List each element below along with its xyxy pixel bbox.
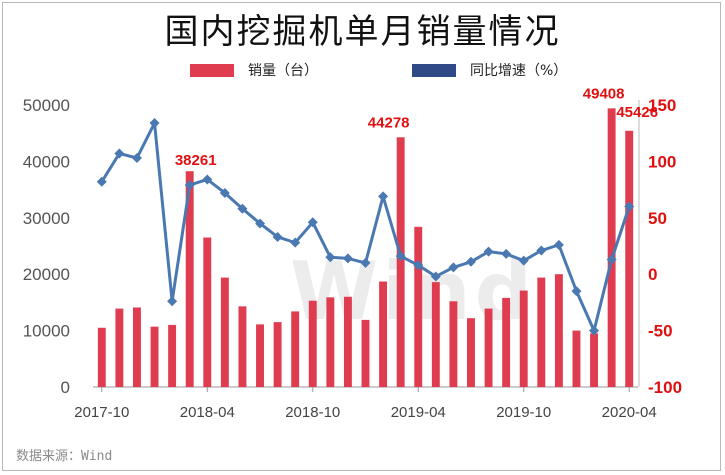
bar-sales xyxy=(361,319,370,387)
bar-sales xyxy=(396,137,405,387)
bar-sales xyxy=(97,327,106,387)
bar-data-label: 38261 xyxy=(175,152,217,169)
bar-sales xyxy=(519,290,528,387)
bar-sales xyxy=(256,324,264,387)
bar-sales xyxy=(343,296,352,387)
growth-point-marker xyxy=(131,153,142,164)
bar-sales xyxy=(220,277,229,387)
growth-point-marker xyxy=(307,217,318,228)
right-axis-tick-label: 100 xyxy=(648,152,676,171)
legend-swatch-growth xyxy=(412,63,456,77)
growth-point-marker xyxy=(167,296,178,307)
right-axis-tick-label: 50 xyxy=(648,209,667,228)
x-axis-tick-label: 2018-10 xyxy=(285,404,340,421)
x-axis-tick-label: 2019-10 xyxy=(496,404,551,421)
bar-sales xyxy=(607,108,616,388)
bar-sales xyxy=(537,277,546,387)
growth-point-marker xyxy=(360,257,371,268)
x-axis-tick-label: 2018-04 xyxy=(180,404,235,421)
right-axis-tick-label: -100 xyxy=(648,378,682,397)
growth-point-marker xyxy=(114,148,125,159)
right-axis-tick-label: 150 xyxy=(648,96,676,115)
x-axis-tick-label: 2020-04 xyxy=(602,404,657,421)
legend-item-growth: 同比增速（%） xyxy=(412,60,567,80)
chart-title: 国内挖掘机单月销量情况 xyxy=(164,12,561,52)
legend-swatch-sales xyxy=(190,63,234,77)
bar-sales xyxy=(431,282,440,387)
bar-sales xyxy=(414,226,423,387)
left-axis-tick-label: 20000 xyxy=(23,265,70,284)
bar-sales xyxy=(590,333,599,387)
growth-point-marker xyxy=(553,239,564,250)
bar-sales xyxy=(185,171,194,387)
bar-sales xyxy=(132,307,141,387)
growth-point-marker xyxy=(202,174,213,185)
growth-point-marker xyxy=(518,255,529,266)
legend-label-sales: 销量（台） xyxy=(248,63,318,79)
left-axis-tick-label: 40000 xyxy=(23,152,70,171)
x-axis-tick-label: 2019-04 xyxy=(391,404,446,421)
growth-point-marker xyxy=(624,201,635,212)
bar-sales xyxy=(168,324,177,387)
growth-point-marker xyxy=(571,286,582,297)
legend-item-sales: 销量（台） xyxy=(190,60,318,80)
growth-point-marker xyxy=(237,203,248,214)
source-note: 数据来源：Wind xyxy=(16,449,113,464)
chart-frame xyxy=(2,2,721,471)
growth-point-marker xyxy=(448,262,459,273)
growth-point-marker xyxy=(184,180,195,191)
bar-sales xyxy=(467,318,475,387)
bar-sales xyxy=(572,330,581,387)
growth-point-marker xyxy=(272,231,283,242)
growth-point-marker xyxy=(589,325,600,336)
bar-sales xyxy=(502,297,511,387)
left-axis-tick-label: 0 xyxy=(61,378,70,397)
bar-sales xyxy=(308,300,317,387)
bar-sales xyxy=(379,281,388,387)
growth-point-marker xyxy=(413,260,424,271)
growth-point-marker xyxy=(536,245,547,256)
growth-point-marker xyxy=(325,252,336,263)
growth-point-marker xyxy=(395,251,406,262)
growth-point-marker xyxy=(96,176,107,187)
growth-point-marker xyxy=(255,218,266,229)
bar-sales xyxy=(449,301,458,387)
bar-sales xyxy=(326,297,335,387)
bar-sales xyxy=(273,322,282,387)
left-axis-tick-label: 30000 xyxy=(23,209,70,228)
x-axis-tick-label: 2017-10 xyxy=(74,404,129,421)
bar-sales xyxy=(625,130,634,387)
bar-sales xyxy=(554,274,563,387)
growth-point-marker xyxy=(483,246,494,257)
bar-data-label: 45426 xyxy=(616,104,658,121)
bar-sales xyxy=(115,308,124,387)
growth-point-marker xyxy=(378,191,389,202)
right-axis-tick-label: -50 xyxy=(648,322,673,341)
growth-point-marker xyxy=(606,254,617,265)
bar-sales xyxy=(484,308,493,387)
bar-sales xyxy=(238,306,247,387)
left-axis-tick-label: 10000 xyxy=(23,322,70,341)
bar-data-label: 49408 xyxy=(583,85,625,102)
growth-point-marker xyxy=(149,118,160,129)
growth-point-marker xyxy=(290,237,301,248)
growth-point-marker xyxy=(219,187,230,198)
left-axis-tick-label: 50000 xyxy=(23,96,70,115)
right-axis-tick-label: 0 xyxy=(648,265,657,284)
bar-sales xyxy=(203,237,212,387)
bar-sales xyxy=(291,311,300,387)
growth-point-marker xyxy=(501,248,512,259)
bar-data-label: 44278 xyxy=(368,114,410,131)
growth-point-marker xyxy=(430,271,441,282)
bar-sales xyxy=(150,326,159,387)
legend-label-growth: 同比增速（%） xyxy=(470,63,568,79)
growth-point-marker xyxy=(342,253,353,264)
growth-point-marker xyxy=(465,256,476,267)
